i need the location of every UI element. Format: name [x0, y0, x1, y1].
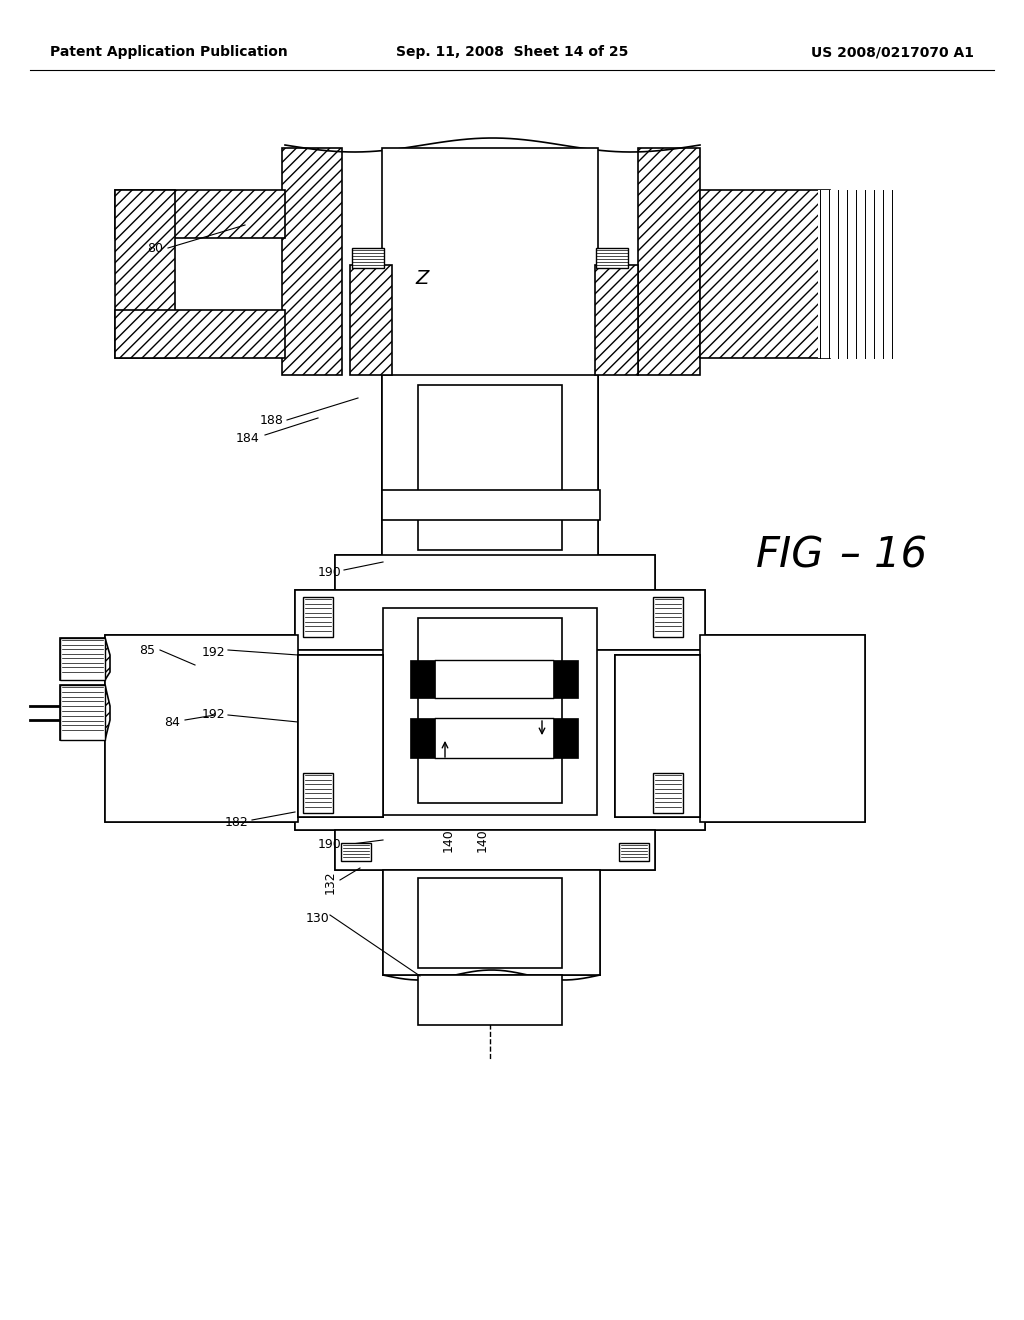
Text: 186: 186 [399, 656, 413, 680]
Text: 202: 202 [412, 688, 425, 711]
Text: 188: 188 [260, 413, 284, 426]
Text: – 16: – 16 [840, 535, 927, 576]
Polygon shape [410, 718, 435, 758]
Polygon shape [282, 148, 342, 375]
Polygon shape [638, 148, 700, 375]
Text: US 2008/0217070 A1: US 2008/0217070 A1 [811, 45, 974, 59]
Polygon shape [615, 655, 700, 817]
Polygon shape [295, 649, 705, 830]
Bar [383, 609, 597, 814]
Text: Sep. 11, 2008  Sheet 14 of 25: Sep. 11, 2008 Sheet 14 of 25 [396, 45, 628, 59]
Text: 190: 190 [318, 838, 342, 851]
Bar [615, 655, 700, 817]
Text: 194: 194 [627, 659, 650, 672]
Bar [418, 975, 562, 1026]
Bar [653, 774, 683, 813]
Bar [700, 635, 865, 822]
Bar [352, 248, 384, 268]
Polygon shape [298, 655, 383, 817]
Bar [341, 843, 371, 861]
Bar [418, 618, 562, 803]
Text: Patent Application Publication: Patent Application Publication [50, 45, 288, 59]
Text: 198: 198 [397, 737, 411, 760]
Polygon shape [60, 638, 110, 680]
Polygon shape [115, 190, 175, 358]
Polygon shape [700, 190, 830, 358]
Text: 200: 200 [426, 721, 438, 744]
Polygon shape [382, 375, 598, 560]
Bar [418, 385, 562, 550]
Bar [818, 190, 893, 358]
Bar [382, 490, 600, 520]
Polygon shape [105, 635, 298, 822]
Polygon shape [335, 830, 655, 870]
Text: 140: 140 [475, 828, 488, 851]
Polygon shape [553, 660, 578, 698]
Text: 132: 132 [324, 870, 337, 894]
Bar [383, 870, 600, 975]
Bar [298, 655, 383, 817]
Text: 130: 130 [306, 912, 330, 924]
Bar [303, 597, 333, 638]
Bar [295, 590, 705, 649]
Bar [298, 655, 383, 817]
Polygon shape [335, 554, 655, 590]
Polygon shape [700, 635, 865, 822]
Polygon shape [383, 870, 600, 975]
Text: 182: 182 [225, 816, 249, 829]
Bar [335, 830, 655, 870]
Text: FIG: FIG [756, 535, 824, 576]
Text: 140: 140 [441, 828, 455, 851]
Polygon shape [295, 590, 705, 649]
Bar [382, 375, 598, 560]
Bar [295, 649, 705, 830]
Polygon shape [553, 718, 578, 758]
Bar [418, 878, 562, 968]
Text: 192: 192 [201, 709, 225, 722]
Text: 190: 190 [318, 565, 342, 578]
Text: 196: 196 [443, 656, 457, 680]
Bar [60, 685, 105, 741]
Text: 84: 84 [164, 715, 180, 729]
Polygon shape [115, 190, 285, 238]
Text: 82: 82 [622, 742, 638, 755]
Bar [335, 554, 655, 590]
Bar [382, 148, 598, 528]
Text: 85: 85 [139, 644, 155, 656]
Polygon shape [350, 265, 392, 375]
Polygon shape [115, 310, 285, 358]
Polygon shape [595, 265, 638, 375]
Bar [618, 843, 649, 861]
Bar [615, 655, 700, 817]
Polygon shape [410, 660, 435, 698]
Bar [303, 774, 333, 813]
Text: 80: 80 [147, 242, 163, 255]
Bar [596, 248, 628, 268]
Text: 184: 184 [237, 432, 260, 445]
Bar [105, 635, 298, 822]
Text: Z: Z [416, 268, 429, 288]
Bar [653, 597, 683, 638]
Polygon shape [60, 685, 110, 741]
Text: 192: 192 [201, 645, 225, 659]
Text: 202: 202 [456, 688, 469, 711]
Bar [60, 638, 105, 680]
